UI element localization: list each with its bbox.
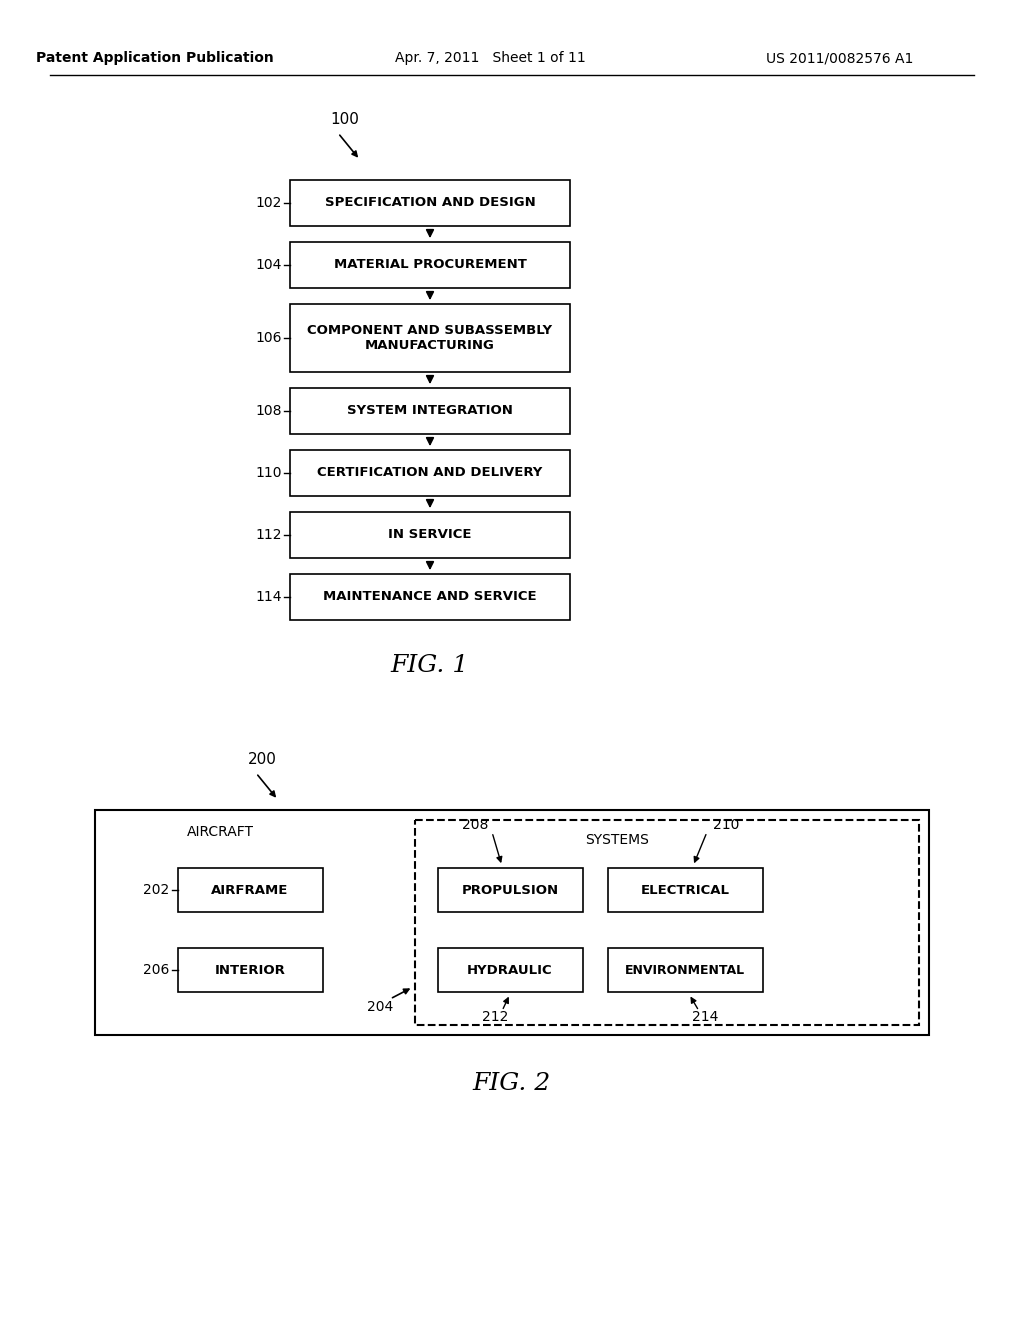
Text: INTERIOR: INTERIOR	[215, 964, 286, 977]
Text: 112: 112	[256, 528, 282, 543]
Text: 214: 214	[692, 1010, 718, 1024]
Text: 102: 102	[256, 195, 282, 210]
Text: 212: 212	[482, 1010, 508, 1024]
Bar	[290, 450, 570, 496]
Text: IN SERVICE: IN SERVICE	[388, 528, 472, 541]
Text: 206: 206	[143, 964, 170, 977]
Bar	[415, 820, 919, 1026]
Text: 208: 208	[462, 818, 488, 832]
Text: 200: 200	[248, 752, 276, 767]
Text: ELECTRICAL: ELECTRICAL	[640, 883, 729, 896]
Text: SPECIFICATION AND DESIGN: SPECIFICATION AND DESIGN	[325, 197, 536, 210]
Bar	[177, 948, 323, 993]
Text: 104: 104	[256, 257, 282, 272]
Bar	[290, 242, 570, 288]
Text: FIG. 2: FIG. 2	[473, 1072, 551, 1094]
Bar	[607, 948, 763, 993]
Text: ENVIRONMENTAL: ENVIRONMENTAL	[625, 964, 745, 977]
Text: 106: 106	[256, 331, 282, 345]
Text: MATERIAL PROCUREMENT: MATERIAL PROCUREMENT	[334, 259, 526, 272]
Text: MAINTENANCE AND SERVICE: MAINTENANCE AND SERVICE	[324, 590, 537, 603]
Text: HYDRAULIC: HYDRAULIC	[467, 964, 553, 977]
Bar	[177, 869, 323, 912]
Text: 110: 110	[256, 466, 282, 480]
Text: 204: 204	[367, 1001, 393, 1014]
Text: Apr. 7, 2011   Sheet 1 of 11: Apr. 7, 2011 Sheet 1 of 11	[394, 51, 586, 65]
Text: 100: 100	[330, 112, 358, 128]
Text: Patent Application Publication: Patent Application Publication	[36, 51, 273, 65]
Text: 202: 202	[143, 883, 170, 898]
Text: COMPONENT AND SUBASSEMBLY
MANUFACTURING: COMPONENT AND SUBASSEMBLY MANUFACTURING	[307, 323, 553, 352]
Text: 210: 210	[713, 818, 739, 832]
Bar	[290, 304, 570, 372]
Text: 108: 108	[256, 404, 282, 418]
Bar	[437, 869, 583, 912]
Bar	[437, 948, 583, 993]
Text: SYSTEMS: SYSTEMS	[585, 833, 648, 847]
Bar	[290, 388, 570, 434]
Bar	[290, 512, 570, 558]
Text: AIRFRAME: AIRFRAME	[211, 883, 289, 896]
Text: 114: 114	[256, 590, 282, 605]
Text: AIRCRAFT: AIRCRAFT	[186, 825, 254, 840]
Text: SYSTEM INTEGRATION: SYSTEM INTEGRATION	[347, 404, 513, 417]
Text: FIG. 1: FIG. 1	[391, 653, 469, 676]
Bar	[607, 869, 763, 912]
Bar	[290, 574, 570, 620]
Text: PROPULSION: PROPULSION	[462, 883, 558, 896]
Bar	[95, 810, 929, 1035]
Text: CERTIFICATION AND DELIVERY: CERTIFICATION AND DELIVERY	[317, 466, 543, 479]
Bar	[290, 180, 570, 226]
Text: US 2011/0082576 A1: US 2011/0082576 A1	[766, 51, 913, 65]
